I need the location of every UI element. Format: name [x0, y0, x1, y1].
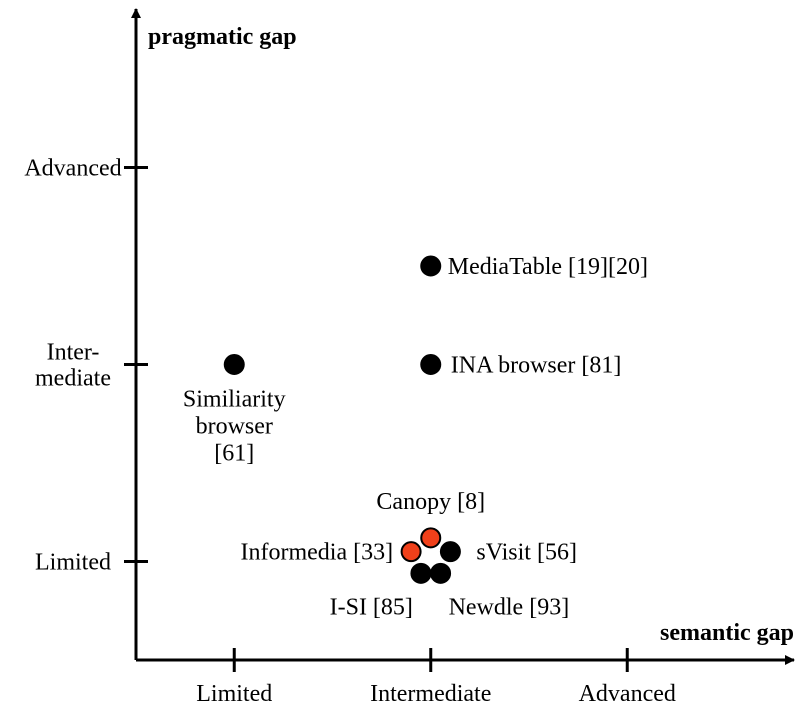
- data-point-label: I-SI [85]: [330, 594, 413, 620]
- data-point: [439, 541, 461, 563]
- data-point: [223, 354, 245, 375]
- data-point-label: sVisit [56]: [476, 540, 577, 566]
- x-axis-title: semantic gap: [660, 620, 794, 646]
- data-point: [420, 354, 442, 375]
- data-point-label: MediaTable [19][20]: [448, 254, 648, 280]
- y-axis-title: pragmatic gap: [148, 24, 297, 50]
- data-point-label: Informedia [33]: [240, 540, 393, 566]
- data-point-label: Canopy [8]: [376, 489, 485, 515]
- y-tick-label: Advanced: [24, 156, 121, 182]
- data-point: [410, 562, 432, 584]
- data-point-label: INA browser [81]: [451, 353, 622, 379]
- x-tick-label: Limited: [196, 681, 272, 707]
- data-point: [420, 255, 442, 277]
- x-tick-label: Intermediate: [370, 681, 491, 707]
- data-point: [400, 541, 422, 563]
- x-tick-label: Advanced: [579, 681, 676, 707]
- y-tick-label: Inter-mediate: [35, 340, 111, 392]
- data-point-label: Newdle [93]: [449, 594, 570, 620]
- data-point: [430, 562, 452, 584]
- data-point-label: Similiarity browser [61]: [183, 387, 286, 467]
- y-tick-label: Limited: [35, 550, 111, 576]
- data-point: [420, 527, 442, 549]
